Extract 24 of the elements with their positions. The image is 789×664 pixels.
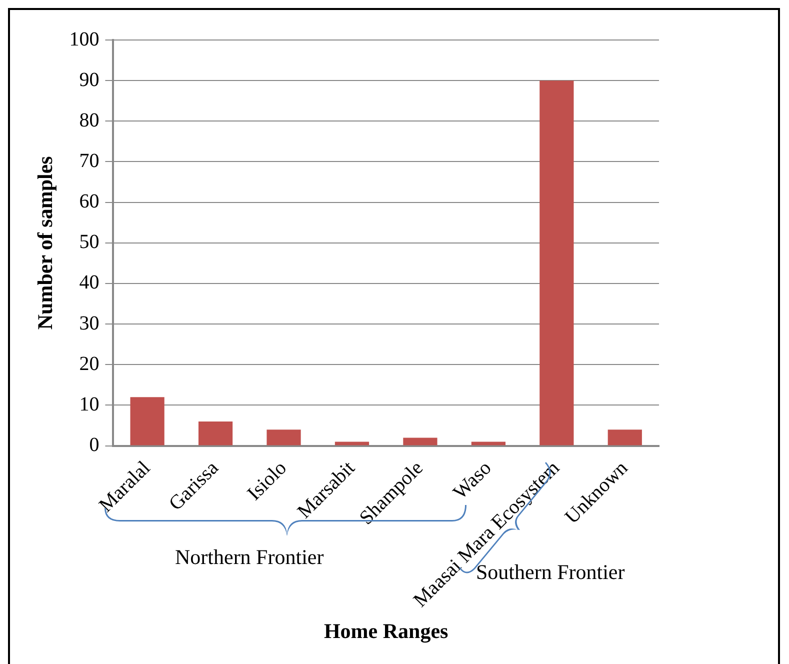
bar: [471, 442, 506, 446]
bar: [403, 438, 438, 446]
y-tick-label: 90: [79, 68, 100, 91]
y-tick-label: 70: [79, 150, 100, 172]
x-tick-label: Waso: [449, 456, 496, 504]
y-tick-label: 10: [79, 393, 100, 416]
bar: [198, 421, 233, 446]
bar: [130, 397, 164, 446]
bar: [334, 442, 370, 446]
y-tick-label: 60: [79, 190, 100, 213]
y-tick-label: 40: [79, 272, 100, 294]
y-tick-label: 80: [79, 109, 100, 132]
text: Northern Frontier: [175, 545, 324, 570]
y-tick-label: 20: [79, 352, 100, 375]
y-tick-label: 0: [89, 434, 100, 456]
bar: [608, 430, 642, 446]
y-tick-label: 30: [79, 312, 100, 334]
bar: [266, 430, 301, 446]
x-axis-title: Home Ranges: [324, 618, 448, 643]
bar: [540, 80, 574, 446]
y-axis-title: Number of samples: [33, 156, 58, 330]
y-tick-label: 50: [79, 231, 100, 254]
y-tick-label: 100: [69, 28, 100, 50]
text: Southern Frontier: [476, 560, 625, 585]
